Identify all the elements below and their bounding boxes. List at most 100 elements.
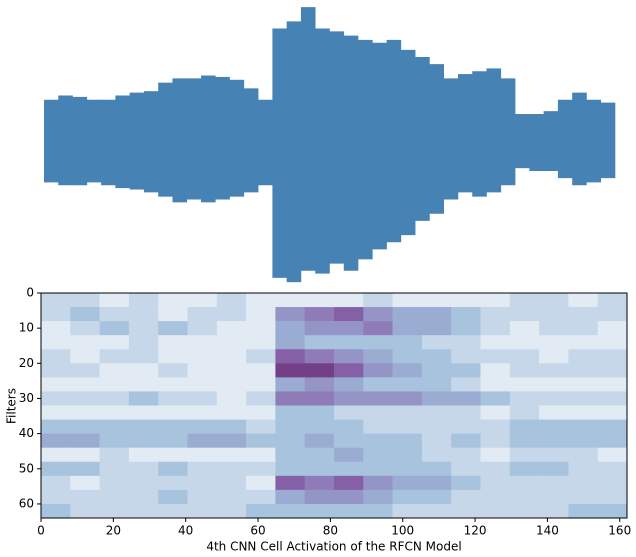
heatmap-cell	[480, 503, 511, 519]
heatmap-cell	[480, 489, 511, 505]
waveform-segment	[186, 78, 202, 200]
heatmap-cell	[363, 405, 393, 420]
heatmap-cell	[421, 433, 452, 448]
heatmap-cell	[539, 447, 569, 463]
waveform-segment	[500, 78, 516, 186]
heatmap-cell	[216, 475, 247, 491]
heatmap-cell	[158, 433, 188, 448]
heatmap-cell	[158, 475, 188, 491]
heatmap-cell	[246, 489, 276, 505]
heatmap-cell	[99, 307, 130, 322]
waveform-segment	[486, 68, 502, 193]
heatmap-cell	[597, 461, 628, 477]
heatmap-cell	[334, 363, 364, 378]
heatmap-cell	[128, 349, 159, 364]
heatmap-cell	[480, 363, 511, 378]
waveform-segment	[343, 35, 359, 271]
heatmap-cell	[99, 433, 130, 448]
heatmap-cell	[451, 307, 481, 322]
heatmap-cell	[509, 461, 540, 477]
heatmap-cell	[421, 377, 452, 392]
heatmap-cell	[451, 461, 481, 477]
heatmap-cell	[246, 321, 276, 336]
heatmap-cell	[392, 447, 423, 463]
heatmap-cell	[392, 391, 423, 406]
heatmap-cell	[334, 307, 364, 322]
waveform-segment	[229, 79, 245, 197]
heatmap-cell	[304, 335, 335, 350]
heatmap-cell	[480, 405, 511, 420]
heatmap-cell	[246, 363, 276, 378]
heatmap-cell	[539, 489, 569, 505]
x-tick-label: 100	[391, 524, 414, 538]
heatmap-cell	[187, 405, 218, 420]
heatmap-cell	[70, 419, 100, 434]
heatmap-cell	[597, 349, 628, 364]
heatmap-cell	[363, 447, 393, 463]
heatmap-cell	[99, 321, 130, 336]
heatmap-cell	[392, 433, 423, 448]
heatmap-cell	[539, 335, 569, 350]
heatmap-cell	[158, 447, 188, 463]
heatmap-cell	[275, 335, 305, 350]
heatmap-cell	[509, 363, 540, 378]
heatmap-cell	[539, 363, 569, 378]
heatmap-cell	[480, 349, 511, 364]
y-tick-label: 60	[19, 496, 34, 510]
heatmap-cell	[568, 461, 598, 477]
heatmap-cell	[70, 447, 100, 463]
heatmap-cell	[41, 461, 71, 477]
heatmap-cell	[216, 335, 247, 350]
x-tick-label: 20	[106, 524, 121, 538]
waveform-segment	[172, 78, 188, 203]
heatmap-cell	[421, 475, 452, 491]
heatmap-cell	[41, 433, 71, 448]
heatmap-cell	[187, 447, 218, 463]
heatmap-cell	[363, 307, 393, 322]
heatmap-cell	[158, 321, 188, 336]
heatmap-cell	[70, 349, 100, 364]
heatmap-cell	[99, 447, 130, 463]
heatmap-cell	[304, 349, 335, 364]
heatmap-cell	[70, 335, 100, 350]
heatmap-cell	[304, 503, 335, 519]
heatmap-cell	[451, 335, 481, 350]
heatmap-cell	[304, 475, 335, 491]
waveform-segment	[58, 95, 73, 186]
heatmap-cell	[41, 363, 71, 378]
heatmap-cell	[480, 293, 511, 308]
heatmap-cell	[128, 433, 159, 448]
heatmap-cell	[597, 307, 628, 322]
heatmap-cell	[275, 321, 305, 336]
heatmap-cell	[392, 503, 423, 519]
heatmap-cell	[568, 307, 598, 322]
heatmap-cell	[70, 293, 100, 308]
heatmap-cell	[99, 489, 130, 505]
heatmap-cell	[597, 391, 628, 406]
waveform-segment	[600, 102, 616, 179]
heatmap-cell	[509, 307, 540, 322]
heatmap-cell	[128, 363, 159, 378]
heatmap-cell	[509, 405, 540, 420]
heatmap-cell	[304, 307, 335, 322]
heatmap-cell	[568, 363, 598, 378]
heatmap-cell	[334, 475, 364, 491]
heatmap-cell	[334, 419, 364, 434]
heatmap-cell	[246, 405, 276, 420]
heatmap-cell	[304, 391, 335, 406]
heatmap-cell	[304, 363, 335, 378]
heatmap-cell	[246, 475, 276, 491]
waveform-segment	[72, 96, 88, 186]
x-tick-label: 0	[37, 524, 45, 538]
heatmap-cell	[539, 503, 569, 519]
heatmap-cell	[246, 391, 276, 406]
heatmap-cell	[128, 447, 159, 463]
heatmap-cell	[41, 335, 71, 350]
heatmap-cell	[304, 447, 335, 463]
heatmap-cell	[41, 377, 71, 392]
heatmap-cell	[70, 475, 100, 491]
heatmap-cell	[128, 503, 159, 519]
heatmap-cell	[99, 503, 130, 519]
heatmap-cell	[70, 391, 100, 406]
heatmap-cell	[509, 447, 540, 463]
